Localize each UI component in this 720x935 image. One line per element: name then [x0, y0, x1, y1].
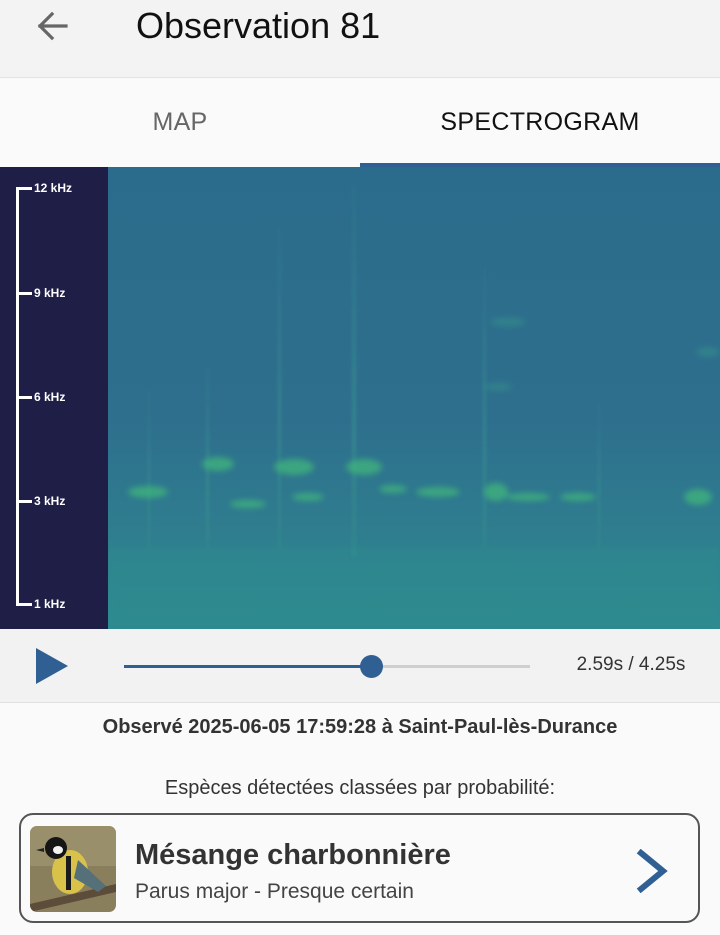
detection-subtitle: Espèces détectées classées par probabili…: [164, 777, 556, 799]
spectrogram-view[interactable]: 12 kHz 9 kHz 6 kHz 3 kHz 1 kHz: [0, 167, 720, 629]
tab-map[interactable]: MAP: [152, 107, 208, 136]
page-title: Observation 81: [136, 5, 381, 46]
tab-spectrogram[interactable]: SPECTROGRAM: [440, 107, 640, 136]
species-card[interactable]: Mésange charbonnière Parus major - Presq…: [19, 813, 700, 923]
frequency-axis: 12 kHz 9 kHz 6 kHz 3 kHz 1 kHz: [0, 167, 108, 629]
freq-label-9khz: 9 kHz: [34, 286, 66, 300]
spectrogram-image: [108, 167, 720, 629]
species-latin-certainty: Parus major - Presque certain: [135, 880, 414, 903]
tab-bar: MAP SPECTROGRAM: [0, 78, 720, 168]
playback-time: 2.59s / 4.25s: [576, 654, 686, 675]
axis-tick: [16, 603, 32, 606]
freq-label-3khz: 3 kHz: [34, 494, 66, 508]
app-bar: Observation 81: [0, 0, 720, 78]
audio-player: 2.59s / 4.25s: [0, 629, 720, 703]
playback-progress-fill: [124, 665, 372, 668]
arrow-left-icon: [37, 11, 68, 41]
bird-icon: [30, 826, 116, 912]
axis-tick: [16, 500, 32, 503]
freq-label-6khz: 6 kHz: [34, 390, 66, 404]
back-button[interactable]: [30, 6, 74, 46]
active-tab-indicator: [360, 163, 720, 168]
observation-details: Observé 2025-06-05 17:59:28 à Saint-Paul…: [102, 716, 618, 738]
axis-tick: [16, 396, 32, 399]
axis-tick: [16, 292, 32, 295]
axis-tick: [16, 187, 32, 190]
freq-label-12khz: 12 kHz: [34, 181, 73, 195]
species-name: Mésange charbonnière: [135, 839, 451, 871]
freq-label-1khz: 1 kHz: [34, 597, 66, 611]
chevron-right-icon: [636, 849, 668, 893]
playback-thumb[interactable]: [360, 655, 384, 678]
playback-slider[interactable]: [124, 655, 530, 678]
play-icon[interactable]: [34, 646, 70, 686]
